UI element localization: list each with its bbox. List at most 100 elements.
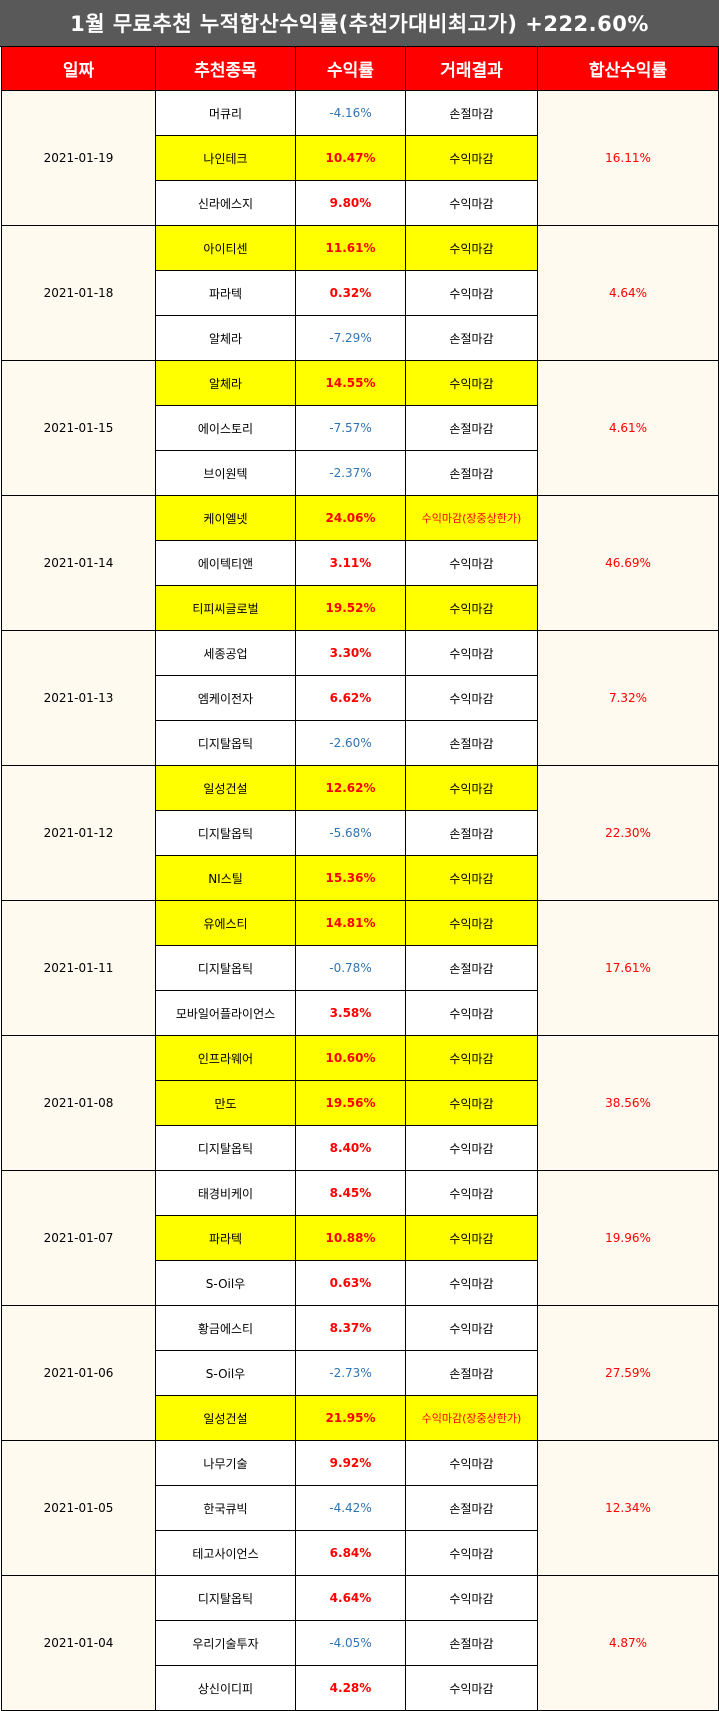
stock-name-cell: 상신이디피	[155, 1665, 296, 1711]
table-row: 디지탈옵틱 8.40% 수익마감	[2, 1125, 719, 1171]
result-cell: 수익마감	[405, 585, 538, 631]
return-cell: 3.11%	[295, 540, 406, 586]
stock-name-cell: 모바일어플라이언스	[155, 990, 296, 1036]
return-cell: 9.92%	[295, 1440, 406, 1486]
result-cell: 손절마감	[405, 945, 538, 991]
stock-name-cell: 티피씨글로벌	[155, 585, 296, 631]
stock-name-cell: 황금에스티	[155, 1305, 296, 1351]
table-row: 2021-01-13 세종공업 3.30% 수익마감 7.32%	[1, 630, 719, 766]
result-cell: 수익마감	[405, 1575, 538, 1621]
table-row: 상신이디피 4.28% 수익마감	[2, 1665, 719, 1711]
header-result: 거래결과	[405, 46, 538, 91]
total-return-cell: 22.30%	[537, 765, 719, 901]
total-return-cell: 38.56%	[537, 1035, 719, 1171]
stock-name-cell: 한국큐빅	[155, 1485, 296, 1531]
result-cell: 손절마감	[405, 450, 538, 496]
return-cell: 10.47%	[295, 135, 406, 181]
result-cell: 수익마감	[405, 630, 538, 676]
stock-name-cell: S-Oil우	[155, 1260, 296, 1306]
result-cell: 수익마감	[405, 1170, 538, 1216]
return-cell: -5.68%	[295, 810, 406, 856]
return-cell: -2.37%	[295, 450, 406, 496]
table-row: 디지탈옵틱 -2.60% 손절마감	[2, 720, 719, 766]
header-date: 일짜	[1, 46, 156, 91]
stock-name-cell: 디지탈옵틱	[155, 810, 296, 856]
returns-table: 일짜 추천종목 수익률 거래결과 합산수익률 2021-01-19 머큐리 -4.1…	[1, 46, 719, 1711]
stock-name-cell: 디지탈옵틱	[155, 945, 296, 991]
result-cell: 손절마감	[405, 1485, 538, 1531]
table-body: 2021-01-19 머큐리 -4.16% 손절마감 16.11% 나인테크 10.47% 수…	[1, 90, 719, 1711]
table-row: 일성건설 21.95% 수익마감(장중상한가)	[2, 1395, 719, 1441]
result-cell: 수익마감	[405, 1530, 538, 1576]
total-return-cell: 7.32%	[537, 630, 719, 766]
stock-name-cell: 태경비케이	[155, 1170, 296, 1216]
date-cell: 2021-01-05	[1, 1440, 156, 1576]
stock-name-cell: 알체라	[155, 360, 296, 406]
result-cell: 수익마감	[405, 270, 538, 316]
return-cell: 24.06%	[295, 495, 406, 541]
result-cell: 수익마감	[405, 1440, 538, 1486]
stock-name-cell: 나인테크	[155, 135, 296, 181]
table-row: 디지탈옵틱 -0.78% 손절마감	[2, 945, 719, 991]
return-cell: 21.95%	[295, 1395, 406, 1441]
return-cell: 6.84%	[295, 1530, 406, 1576]
result-cell: 수익마감	[405, 1080, 538, 1126]
table-row: 우리기술투자 -4.05% 손절마감	[2, 1620, 719, 1666]
stock-name-cell: 파라텍	[155, 1215, 296, 1261]
table-row: 나인테크 10.47% 수익마감	[2, 135, 719, 181]
table-row: 모바일어플라이언스 3.58% 수익마감	[2, 990, 719, 1036]
date-cell: 2021-01-04	[1, 1575, 156, 1711]
date-cell: 2021-01-12	[1, 765, 156, 901]
date-cell: 2021-01-15	[1, 360, 156, 496]
table-row: 엠케이전자 6.62% 수익마감	[2, 675, 719, 721]
total-return-cell: 16.11%	[537, 90, 719, 226]
stock-name-cell: 에이스토리	[155, 405, 296, 451]
return-cell: 9.80%	[295, 180, 406, 226]
table-row: 2021-01-06 황금에스티 8.37% 수익마감 27.59%	[1, 1305, 719, 1441]
table-row: 브이원텍 -2.37% 손절마감	[2, 450, 719, 496]
result-cell: 수익마감	[405, 225, 538, 271]
table-row: 알체라 -7.29% 손절마감	[2, 315, 719, 361]
date-cell: 2021-01-13	[1, 630, 156, 766]
stock-name-cell: 디지탈옵틱	[155, 1575, 296, 1621]
date-cell: 2021-01-06	[1, 1305, 156, 1441]
stock-name-cell: 유에스티	[155, 900, 296, 946]
table-row: 2021-01-04 디지탈옵틱 4.64% 수익마감 4.87%	[1, 1575, 719, 1711]
date-cell: 2021-01-14	[1, 495, 156, 631]
return-cell: 10.60%	[295, 1035, 406, 1081]
return-cell: 4.64%	[295, 1575, 406, 1621]
total-return-cell: 12.34%	[537, 1440, 719, 1576]
stock-name-cell: 파라텍	[155, 270, 296, 316]
result-cell: 손절마감	[405, 1350, 538, 1396]
return-cell: 8.40%	[295, 1125, 406, 1171]
total-return-cell: 4.64%	[537, 225, 719, 361]
result-cell: 수익마감	[405, 135, 538, 181]
header-total: 합산수익률	[537, 46, 719, 91]
result-cell: 손절마감	[405, 1620, 538, 1666]
return-cell: -4.16%	[295, 90, 406, 136]
table-row: 한국큐빅 -4.42% 손절마감	[2, 1485, 719, 1531]
table-row: 2021-01-12 일성건설 12.62% 수익마감 22.30%	[1, 765, 719, 901]
result-cell: 수익마감	[405, 1665, 538, 1711]
table-row: 2021-01-05 나무기술 9.92% 수익마감 12.34%	[1, 1440, 719, 1576]
table-row: NI스틸 15.36% 수익마감	[2, 855, 719, 901]
return-cell: 3.30%	[295, 630, 406, 676]
return-cell: 8.45%	[295, 1170, 406, 1216]
return-cell: 15.36%	[295, 855, 406, 901]
return-cell: 11.61%	[295, 225, 406, 271]
date-cell: 2021-01-19	[1, 90, 156, 226]
table-row: 2021-01-19 머큐리 -4.16% 손절마감 16.11%	[1, 90, 719, 226]
stock-name-cell: 테고사이언스	[155, 1530, 296, 1576]
total-return-cell: 17.61%	[537, 900, 719, 1036]
total-return-cell: 46.69%	[537, 495, 719, 631]
result-cell: 수익마감	[405, 1215, 538, 1261]
return-cell: -4.42%	[295, 1485, 406, 1531]
return-cell: 12.62%	[295, 765, 406, 811]
date-cell: 2021-01-11	[1, 900, 156, 1036]
return-cell: 3.58%	[295, 990, 406, 1036]
return-cell: -0.78%	[295, 945, 406, 991]
stock-name-cell: 나무기술	[155, 1440, 296, 1486]
return-cell: 19.56%	[295, 1080, 406, 1126]
table-row: 2021-01-15 알체라 14.55% 수익마감 4.61%	[1, 360, 719, 496]
stock-name-cell: 만도	[155, 1080, 296, 1126]
